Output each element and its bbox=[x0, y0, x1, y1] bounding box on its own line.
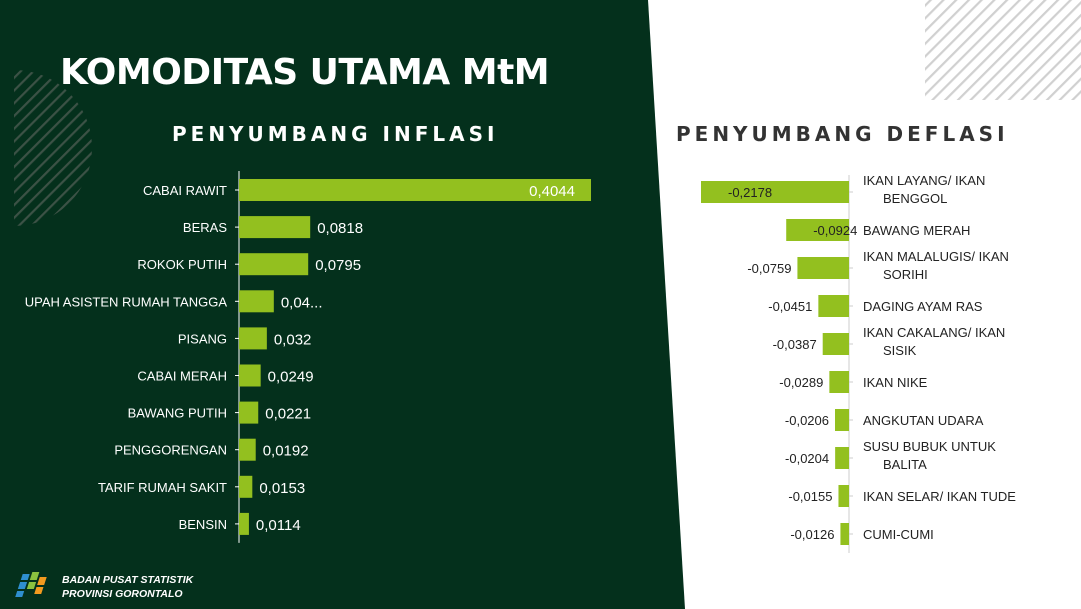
deflasi-bar bbox=[829, 371, 849, 393]
deflasi-category-label: DAGING AYAM RAS bbox=[863, 299, 983, 314]
footer-line-1: BADAN PUSAT STATISTIK bbox=[62, 574, 194, 586]
deflasi-bar bbox=[701, 181, 849, 203]
hatch-decoration-circle bbox=[14, 70, 92, 226]
inflasi-value-label: 0,0192 bbox=[263, 443, 309, 460]
inflasi-bar bbox=[239, 327, 267, 350]
inflasi-bar bbox=[239, 401, 259, 424]
inflasi-title: PENYUMBANG INFLASI bbox=[172, 122, 499, 146]
inflasi-bar bbox=[239, 364, 261, 387]
deflasi-value-label: -0,0289 bbox=[779, 375, 823, 390]
deflasi-category-label: BAWANG MERAH bbox=[863, 223, 970, 238]
deflasi-category-label: IKAN CAKALANG/ IKAN SISIK bbox=[863, 325, 1005, 358]
deflasi-value-label: -0,0204 bbox=[785, 451, 829, 466]
inflasi-category-label: CABAI RAWIT bbox=[143, 183, 227, 198]
deflasi-value-label: -0,0126 bbox=[790, 527, 834, 542]
deflasi-category-label: ANGKUTAN UDARA bbox=[863, 413, 984, 428]
dark-background-panel bbox=[0, 0, 685, 609]
deflasi-value-label: -0,0759 bbox=[747, 261, 791, 276]
deflasi-value-label: -0,2178 bbox=[728, 185, 772, 200]
hatch-decoration-top-right bbox=[925, 0, 1081, 100]
deflasi-category-label: CUMI-CUMI bbox=[863, 527, 934, 542]
inflasi-bar bbox=[239, 253, 309, 276]
inflasi-value-label: 0,0221 bbox=[265, 406, 311, 423]
deflasi-bar bbox=[840, 523, 849, 545]
deflasi-bar bbox=[786, 219, 849, 241]
deflasi-value-label: -0,0924 bbox=[813, 223, 857, 238]
deflasi-bar bbox=[835, 409, 849, 431]
footer-logo-block: BADAN PUSAT STATISTIK PROVINSI GORONTALO bbox=[12, 570, 212, 606]
bps-logo-icon bbox=[15, 572, 47, 597]
page-title: KOMODITAS UTAMA MtM bbox=[60, 52, 550, 93]
inflasi-category-label: CABAI MERAH bbox=[137, 369, 227, 384]
inflasi-value-label: 0,4044 bbox=[529, 183, 575, 200]
inflasi-bar bbox=[239, 179, 591, 201]
inflasi-value-label: 0,0818 bbox=[317, 220, 363, 237]
inflasi-category-label: TARIF RUMAH SAKIT bbox=[98, 480, 227, 495]
deflasi-category-label: SUSU BUBUK UNTUK BALITA bbox=[863, 439, 996, 472]
inflasi-value-label: 0,0153 bbox=[259, 480, 305, 497]
deflasi-title: PENYUMBANG DEFLASI bbox=[676, 122, 1009, 146]
inflasi-category-label: BERAS bbox=[183, 220, 227, 235]
deflasi-category-label: IKAN MALALUGIS/ IKAN SORIHI bbox=[863, 249, 1009, 282]
inflasi-bar bbox=[239, 290, 274, 313]
deflasi-value-label: -0,0206 bbox=[785, 413, 829, 428]
footer-text: BADAN PUSAT STATISTIK PROVINSI GORONTALO bbox=[62, 573, 193, 601]
deflasi-bar bbox=[797, 257, 849, 279]
deflasi-value-label: -0,0155 bbox=[788, 489, 832, 504]
inflasi-bar bbox=[239, 475, 253, 498]
deflasi-bar bbox=[818, 295, 849, 317]
deflasi-category-label: IKAN SELAR/ IKAN TUDE bbox=[863, 489, 1016, 504]
inflasi-category-label: BAWANG PUTIH bbox=[128, 406, 227, 421]
inflasi-category-label: PENGGORENGAN bbox=[114, 443, 227, 458]
deflasi-category-label: IKAN LAYANG/ IKAN BENGGOL bbox=[863, 173, 985, 206]
inflasi-value-label: 0,032 bbox=[274, 331, 312, 348]
inflasi-category-label: ROKOK PUTIH bbox=[137, 257, 227, 272]
footer-line-2: PROVINSI GORONTALO bbox=[62, 588, 183, 600]
inflasi-value-label: 0,0249 bbox=[268, 369, 314, 386]
inflasi-value-label: 0,0114 bbox=[256, 517, 301, 534]
inflasi-bar bbox=[239, 216, 311, 239]
deflasi-chart: -0,2178 IKAN LAYANG/ IKAN BENGGOL -0,0924 BA… bbox=[701, 173, 1016, 553]
deflasi-bar bbox=[835, 447, 849, 469]
deflasi-value-label: -0,0387 bbox=[773, 337, 817, 352]
deflasi-category-label: IKAN NIKE bbox=[863, 375, 928, 390]
inflasi-bar bbox=[239, 438, 256, 461]
inflasi-category-label: UPAH ASISTEN RUMAH TANGGA bbox=[25, 294, 228, 309]
inflasi-value-label: 0,04... bbox=[281, 294, 323, 311]
deflasi-bar bbox=[838, 485, 849, 507]
deflasi-value-label: -0,0451 bbox=[768, 299, 812, 314]
inflasi-category-label: PISANG bbox=[178, 331, 227, 346]
inflasi-category-label: BENSIN bbox=[179, 517, 227, 532]
inflasi-value-label: 0,0795 bbox=[315, 257, 361, 274]
deflasi-bar bbox=[822, 333, 849, 355]
inflasi-bar bbox=[239, 512, 249, 535]
inflasi-chart: CABAI RAWIT 0,4044 BERAS 0,0818 ROKOK PUTIH 0… bbox=[25, 171, 591, 543]
